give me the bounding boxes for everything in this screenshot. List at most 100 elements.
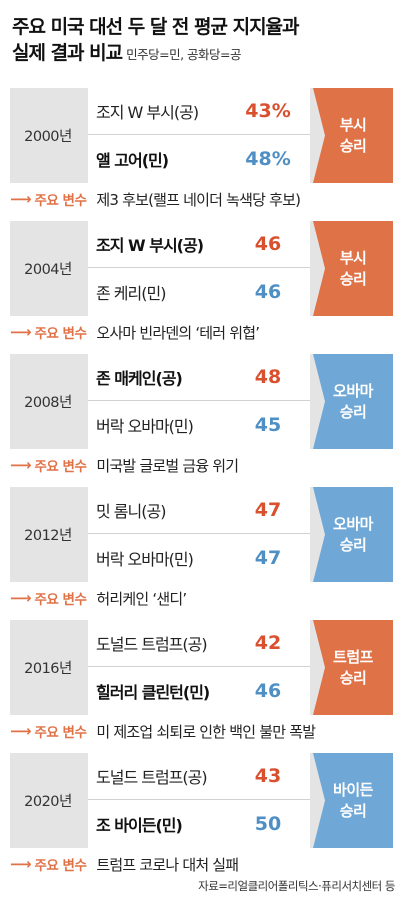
candidate-row: 버락 오바마(민) 45 <box>88 401 310 449</box>
title-line-2: 실제 결과 비교 민주당=민, 공화당=공 <box>12 40 397 68</box>
poll-value: 43 <box>254 765 282 787</box>
candidate-row: 존 케리(민) 46 <box>88 268 310 316</box>
poll-value: 47 <box>254 499 282 521</box>
election-year: 2008년 <box>24 395 72 411</box>
title-line-1: 주요 미국 대선 두 달 전 평균 지지율과 <box>12 16 300 38</box>
key-variable-text: 미 제조업 쇠퇴로 인한 백인 불만 폭발 <box>96 722 316 741</box>
candidate-row: 밋 롬니(공) 47 <box>88 487 310 534</box>
result-text: 부시 <box>339 248 367 267</box>
key-variable-text: 트럼프 코로나 대처 실패 <box>96 855 239 874</box>
candidate-rows: 밋 롬니(공) 47 버락 오바마(민) 47 <box>88 487 310 582</box>
candidate-row: 조 바이든(민) 50 <box>88 800 310 848</box>
candidate-row: 도널드 트럼프(공) 42 <box>88 620 310 667</box>
result-text: 오바마 <box>333 381 373 400</box>
chart-title: 주요 미국 대선 두 달 전 평균 지지율과 실제 결과 비교 민주당=민, 공화… <box>12 14 397 68</box>
candidate-row: 버락 오바마(민) 47 <box>88 534 310 582</box>
candidate-name: 조지 W 부시(공) <box>96 236 204 255</box>
key-variable-line: ⟶ 주요 변수 오사마 빈라덴의 ‘테러 위협’ <box>10 321 260 343</box>
key-variable-line: ⟶ 주요 변수 미국발 글로벌 금융 위기 <box>10 454 239 476</box>
key-variable-text: 오사마 빈라덴의 ‘테러 위협’ <box>96 323 260 342</box>
poll-value: 48 <box>254 366 282 388</box>
candidate-rows: 도널드 트럼프(공) 43 조 바이든(민) 50 <box>88 753 310 848</box>
arrow-right-icon: ⟶ <box>10 456 32 474</box>
result-text: 승리 <box>339 801 367 820</box>
candidate-name: 밋 롬니(공) <box>96 502 166 521</box>
candidate-row: 존 매케인(공) 48 <box>88 354 310 401</box>
title-line-2-text: 실제 결과 비교 <box>12 42 123 64</box>
poll-value: 45 <box>254 414 282 436</box>
key-variable-label: 주요 변수 <box>34 592 87 608</box>
election-year: 2020년 <box>24 794 72 810</box>
poll-value: 42 <box>254 632 282 654</box>
candidate-name: 도널드 트럼프(공) <box>96 635 208 654</box>
key-variable-line: ⟶ 주요 변수 허리케인 ‘샌디’ <box>10 587 187 609</box>
result-text: 오바마 <box>333 514 373 533</box>
key-variable-label: 주요 변수 <box>34 326 87 342</box>
arrow-right-icon: ⟶ <box>10 190 32 208</box>
candidate-rows: 조지 W 부시(공) 46 존 케리(민) 46 <box>88 221 310 316</box>
candidate-rows: 조지 W 부시(공) 43% 앨 고어(민) 48% <box>88 88 310 183</box>
poll-value: 48% <box>245 148 291 170</box>
result-text: 승리 <box>339 402 367 421</box>
poll-value: 47 <box>254 547 282 569</box>
result-text: 승리 <box>339 535 367 554</box>
candidate-row: 조지 W 부시(공) 43% <box>88 88 310 135</box>
result-text: 부시 <box>339 115 367 134</box>
key-variable-text: 제3 후보(랠프 네이더 녹색당 후보) <box>96 190 301 209</box>
poll-value: 46 <box>254 233 282 255</box>
result-text: 바이든 <box>333 780 373 799</box>
candidate-name: 앨 고어(민) <box>96 151 169 170</box>
result-text: 승리 <box>339 668 367 687</box>
arrow-right-icon: ⟶ <box>10 722 32 740</box>
election-year: 2004년 <box>24 262 72 278</box>
candidate-name: 존 매케인(공) <box>96 369 183 388</box>
key-variable-text: 허리케인 ‘샌디’ <box>96 589 187 608</box>
arrow-right-icon: ⟶ <box>10 589 32 607</box>
candidate-name: 도널드 트럼프(공) <box>96 768 208 787</box>
key-variable-line: ⟶ 주요 변수 트럼프 코로나 대처 실패 <box>10 853 239 875</box>
candidate-name: 조지 W 부시(공) <box>96 103 199 122</box>
candidate-row: 조지 W 부시(공) 46 <box>88 221 310 268</box>
candidate-row: 힐러리 클린턴(민) 46 <box>88 667 310 715</box>
candidate-name: 조 바이든(민) <box>96 816 183 835</box>
candidate-row: 도널드 트럼프(공) 43 <box>88 753 310 800</box>
poll-value: 46 <box>254 281 282 303</box>
key-variable-label: 주요 변수 <box>34 193 87 209</box>
result-text: 승리 <box>339 269 367 288</box>
poll-value: 43% <box>245 100 291 122</box>
result-text: 트럼프 <box>333 647 373 666</box>
candidate-name: 버락 오바마(민) <box>96 550 194 569</box>
key-variable-label: 주요 변수 <box>34 858 87 874</box>
poll-value: 50 <box>254 813 282 835</box>
party-legend-note: 민주당=민, 공화당=공 <box>126 47 242 62</box>
candidate-name: 버락 오바마(민) <box>96 417 194 436</box>
candidate-rows: 존 매케인(공) 48 버락 오바마(민) 45 <box>88 354 310 449</box>
result-text: 승리 <box>339 136 367 155</box>
election-year: 2012년 <box>24 528 72 544</box>
candidate-row: 앨 고어(민) 48% <box>88 135 310 183</box>
key-variable-text: 미국발 글로벌 금융 위기 <box>96 456 239 475</box>
key-variable-label: 주요 변수 <box>34 459 87 475</box>
key-variable-label: 주요 변수 <box>34 725 87 741</box>
arrow-right-icon: ⟶ <box>10 323 32 341</box>
candidate-name: 힐러리 클린턴(민) <box>96 683 210 702</box>
election-year: 2016년 <box>24 661 72 677</box>
key-variable-line: ⟶ 주요 변수 제3 후보(랠프 네이더 녹색당 후보) <box>10 188 301 210</box>
candidate-rows: 도널드 트럼프(공) 42 힐러리 클린턴(민) 46 <box>88 620 310 715</box>
candidate-name: 존 케리(민) <box>96 284 166 303</box>
arrow-right-icon: ⟶ <box>10 855 32 873</box>
key-variable-line: ⟶ 주요 변수 미 제조업 쇠퇴로 인한 백인 불만 폭발 <box>10 720 316 742</box>
election-year: 2000년 <box>24 129 72 145</box>
poll-value: 46 <box>254 680 282 702</box>
